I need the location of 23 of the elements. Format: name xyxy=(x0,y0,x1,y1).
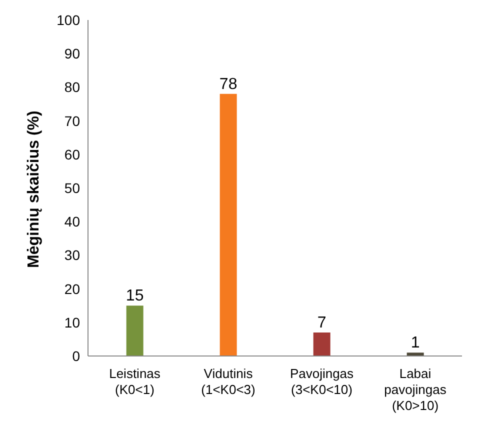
y-tick-label: 0 xyxy=(72,348,80,364)
y-tick-label: 10 xyxy=(64,314,80,330)
data-label: 1 xyxy=(410,334,420,352)
data-label: 78 xyxy=(219,76,238,93)
y-tick-label: 30 xyxy=(64,247,80,264)
data-label: 15 xyxy=(126,288,144,305)
y-tick-label: 70 xyxy=(64,112,80,129)
bar xyxy=(220,94,237,356)
y-tick-label: 50 xyxy=(64,180,80,196)
x-tick-label: Pavojingas (3<K0<10) xyxy=(290,366,354,397)
bar xyxy=(313,332,330,356)
y-tick-label: 90 xyxy=(64,46,80,62)
y-tick-label: 80 xyxy=(64,79,80,96)
data-label: 7 xyxy=(317,314,326,332)
y-tick-label: 40 xyxy=(64,214,80,230)
y-tick-label: 100 xyxy=(56,12,80,28)
x-tick-label: Vidutinis (1<K0<3) xyxy=(201,366,256,397)
x-tick-label: Leistinas (K0<1) xyxy=(109,366,161,397)
y-tick-label: 20 xyxy=(64,280,80,297)
y-tick-label: 60 xyxy=(64,146,80,162)
x-tick-label: Labai pavojingas (K0>10) xyxy=(384,366,447,413)
y-axis-title: Mėginių skaičius (%) xyxy=(26,110,43,268)
bar xyxy=(126,306,144,356)
